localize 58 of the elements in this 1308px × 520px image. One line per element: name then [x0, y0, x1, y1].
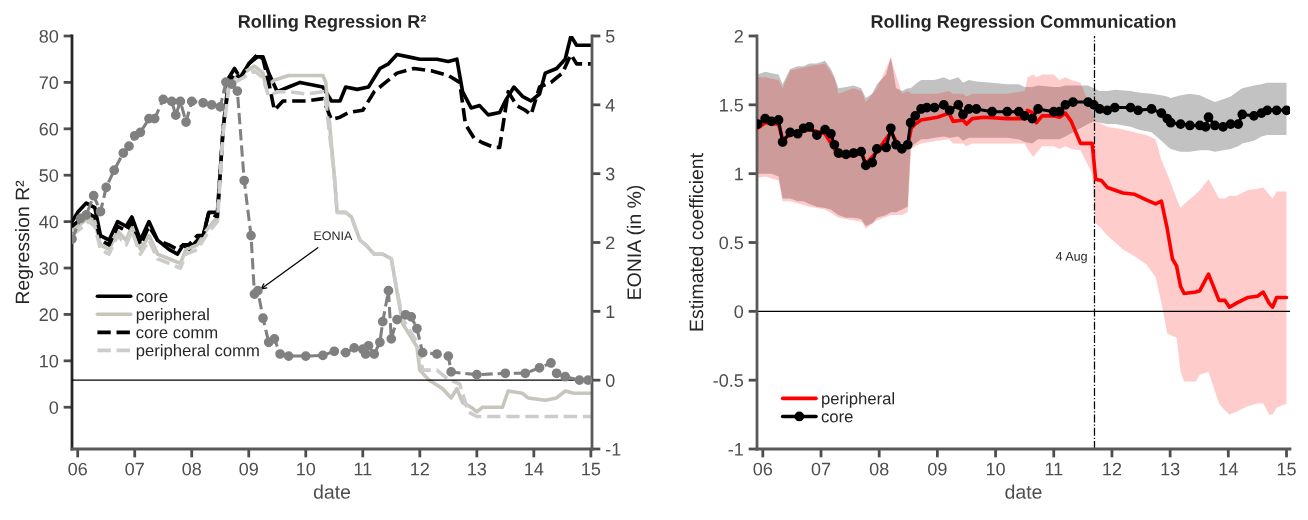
x-axis-title: date	[1005, 484, 1042, 499]
x-tick-label: 11	[1045, 462, 1063, 476]
x-tick-label: 14	[1219, 462, 1238, 476]
y-tick-label: -1	[728, 443, 743, 456]
x-tick-label: 07	[811, 462, 831, 476]
y-tick-label: 60	[39, 122, 59, 136]
annotation: EONIA	[314, 231, 353, 241]
x-tick-label: 15	[582, 462, 601, 476]
ref-line-label: 4 Aug	[1055, 251, 1087, 264]
y-tick-label: 40	[39, 215, 59, 229]
y-axis-title: Regression R²	[15, 180, 34, 304]
y-tick-label: 20	[39, 308, 59, 322]
chart-title: Rolling Regression R²	[238, 14, 426, 32]
x-tick-label: 08	[182, 462, 201, 476]
y2-tick-label: 0	[605, 374, 615, 387]
legend-label: core	[136, 293, 168, 303]
x-tick-label: 08	[869, 462, 889, 476]
x-tick-label: 14	[525, 462, 544, 476]
y2-tick-label: 2	[606, 236, 615, 250]
x-tick-label: 07	[125, 462, 144, 476]
y-tick-label: 1.5	[720, 98, 744, 112]
x-axis-title: date	[313, 484, 351, 499]
legend-label: core comm	[136, 329, 218, 339]
legend-label: peripheral	[136, 308, 209, 324]
y-tick-label: 1	[735, 167, 743, 181]
x-tick-label: 06	[753, 462, 773, 476]
y-tick-label: 50	[39, 169, 59, 182]
y-tick-label: 70	[39, 76, 59, 90]
y-tick-label: 80	[39, 29, 59, 43]
x-tick-label: 13	[468, 462, 487, 476]
x-tick-label: 12	[1103, 462, 1122, 476]
y-tick-label: -0.5	[713, 374, 744, 387]
legend-label: peripheral	[822, 392, 894, 408]
y-tick-label: 10	[40, 354, 59, 368]
legend-label: core	[821, 413, 853, 423]
y2-tick-label: -1	[606, 443, 621, 456]
y2-tick-label: 4	[605, 98, 615, 112]
y-tick-label: 0	[734, 305, 744, 319]
y2-tick-label: 1	[606, 305, 615, 318]
y-tick-label: 0.5	[719, 236, 744, 250]
x-tick-label: 12	[411, 462, 429, 476]
x-tick-label: 10	[297, 462, 316, 476]
x-tick-label: 06	[68, 462, 87, 476]
x-tick-label: 10	[986, 462, 1005, 476]
y-axis-title: Estimated coefficient	[689, 153, 704, 331]
y-tick-label: 0	[49, 401, 59, 414]
x-tick-label: 15	[1277, 462, 1296, 476]
legend-label: peripheral comm	[136, 344, 259, 360]
x-tick-label: 09	[239, 462, 258, 476]
x-tick-label: 09	[928, 462, 947, 476]
chart-title: Rolling Regression Communication	[871, 14, 1176, 32]
y-tick-label: 2	[734, 29, 743, 43]
y2-axis-title: EONIA (in %)	[626, 185, 645, 299]
y2-tick-label: 5	[605, 30, 615, 43]
x-tick-label: 13	[1161, 462, 1180, 476]
x-tick-label: 11	[354, 462, 372, 476]
y-tick-label: 30	[39, 261, 59, 275]
y2-tick-label: 3	[605, 167, 615, 181]
